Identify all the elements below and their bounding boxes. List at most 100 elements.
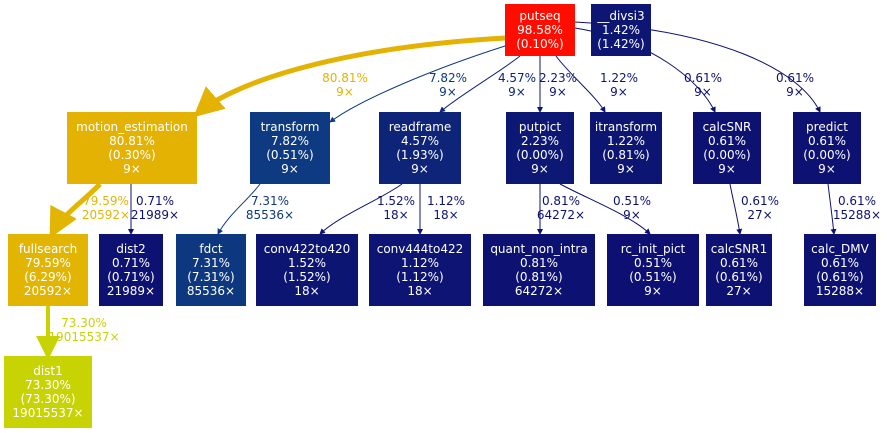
node-box[interactable]	[505, 4, 575, 56]
node-function-name: motion_estimation	[76, 120, 188, 134]
node-self-percent: (0.00%)	[703, 148, 750, 162]
node-call-count: 15288×	[816, 284, 864, 298]
edge-line	[217, 183, 261, 235]
edge-readframe-to-conv422to420: 1.52%18×	[319, 183, 415, 235]
node-call-count: 27×	[726, 284, 751, 298]
node-box[interactable]	[99, 234, 163, 306]
node-box[interactable]	[176, 234, 246, 306]
node-call-count: 21989×	[107, 284, 155, 298]
edge-percent-label: 0.71%	[136, 194, 174, 208]
node-self-percent: (0.51%)	[266, 148, 313, 162]
node-total-percent: 79.59%	[25, 256, 71, 270]
node-function-name: dist2	[116, 242, 146, 256]
edge-predict-to-calc_DMV: 0.61%15288×	[827, 183, 881, 235]
edge-calls-label: 64272×	[537, 208, 585, 222]
edge-percent-label: 0.61%	[741, 194, 779, 208]
node-total-percent: 0.61%	[720, 256, 758, 270]
node-call-count: 9×	[531, 162, 549, 176]
node-box[interactable]	[4, 356, 92, 428]
node-total-percent: 1.52%	[288, 256, 326, 270]
node-function-name: conv422to420	[264, 242, 351, 256]
edge-calls-label: 19015537×	[48, 330, 119, 344]
node-box[interactable]	[591, 4, 651, 56]
edge-calls-label: 9×	[508, 85, 526, 99]
edge-calls-label: 9×	[336, 85, 354, 99]
node-self-percent: (1.93%)	[396, 148, 443, 162]
node-self-percent: (73.30%)	[20, 392, 75, 406]
node-box[interactable]	[590, 112, 662, 184]
edge-line	[329, 45, 506, 123]
node-self-percent: (0.30%)	[108, 148, 155, 162]
edge-percent-label: 4.57%	[498, 71, 536, 85]
node-self-percent: (0.61%)	[715, 270, 762, 284]
node-box[interactable]	[369, 234, 471, 306]
edge-motion_estimation-to-fullsearch: 79.59%20592×	[49, 182, 130, 239]
node-function-name: putpict	[519, 120, 561, 134]
node-box[interactable]	[793, 112, 861, 184]
edge-percent-label: 0.51%	[613, 194, 651, 208]
edge-putseq-to-itransform: 1.22%9×	[555, 55, 638, 113]
node-box[interactable]	[506, 112, 574, 184]
edge-calls-label: 18×	[433, 208, 458, 222]
edge-percent-label: 0.61%	[776, 71, 814, 85]
edge-calls-label: 15288×	[833, 208, 881, 222]
edge-percent-label: 7.31%	[251, 194, 289, 208]
edge-percent-label: 1.22%	[600, 71, 638, 85]
node-call-count: 20592×	[24, 284, 72, 298]
node-function-name: rc_init_pict	[621, 242, 686, 256]
node-box[interactable]	[706, 234, 772, 306]
edge-calls-label: 9×	[549, 85, 567, 99]
node-box[interactable]	[67, 112, 197, 184]
node-box[interactable]	[379, 112, 461, 184]
edge-line	[439, 55, 521, 113]
node-function-name: readframe	[389, 120, 452, 134]
edge-putpict-to-quant_non_intra: 0.81%64272×	[537, 184, 585, 235]
node-total-percent: 98.58%	[517, 23, 563, 37]
node-box[interactable]	[8, 234, 88, 306]
node-total-percent: 0.51%	[634, 256, 672, 270]
edge-percent-label: 7.82%	[429, 71, 467, 85]
node-function-name: predict	[806, 120, 848, 134]
edge-percent-label: 1.12%	[427, 194, 465, 208]
node-box[interactable]	[607, 234, 699, 306]
node-box[interactable]	[483, 234, 595, 306]
edge-line	[559, 183, 651, 235]
node-call-count: 9×	[123, 162, 141, 176]
node-box[interactable]	[256, 234, 358, 306]
edge-calls-label: 9×	[439, 85, 457, 99]
node-box[interactable]	[693, 112, 761, 184]
edge-calls-label: 20592×	[82, 208, 130, 222]
node-call-count: 9×	[718, 162, 736, 176]
node-call-count: 18×	[407, 284, 432, 298]
edge-line	[319, 183, 403, 235]
node-call-count: 9×	[281, 162, 299, 176]
node-total-percent: 4.57%	[401, 134, 439, 148]
node-call-count: 85536×	[187, 284, 235, 298]
edge-calls-label: 21989×	[131, 208, 179, 222]
node-total-percent: 0.71%	[112, 256, 150, 270]
node-box[interactable]	[804, 234, 876, 306]
node-function-name: calcSNR	[703, 120, 752, 134]
node-box[interactable]	[250, 112, 330, 184]
